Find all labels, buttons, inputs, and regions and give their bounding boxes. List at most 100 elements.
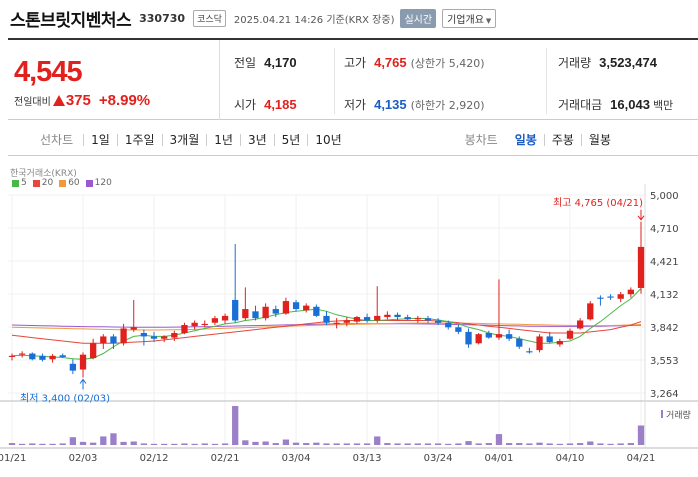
caret-down-icon: ▼ (485, 16, 492, 25)
candle-monthly[interactable]: 월봉 (580, 133, 618, 146)
ma-legend-item: 120 (85, 178, 112, 188)
y-tick-label: 3,264 (650, 389, 679, 400)
volume-bar (313, 442, 320, 445)
period-3y[interactable]: 3년 (239, 133, 274, 146)
stock-header: 스톤브릿지벤처스 330730 코스닥 2025.04.21 14:26 기준(… (0, 0, 698, 36)
stat-volume: 거래량 3,523,474 (558, 54, 657, 71)
candle-body (191, 322, 198, 327)
high-annotation: 최고 4,765 (04/21) (553, 197, 643, 209)
volume-bar (434, 443, 442, 445)
candle-body (536, 336, 543, 351)
stat-value: 4,135 (374, 97, 407, 112)
y-tick-label: 3,553 (650, 356, 679, 367)
candle-body (485, 333, 492, 338)
candle-body (546, 336, 553, 343)
candle-body (353, 317, 361, 322)
candle-body (130, 327, 137, 330)
candle-body (607, 296, 614, 298)
volume-bar (536, 442, 543, 445)
price-summary: 4,545 전일대비 375 +8.99% 전일 4,170 고가 4,765 … (8, 38, 698, 120)
candle-body (597, 297, 604, 299)
volume-bar (282, 439, 290, 445)
candle-chart-label: 봉차트 (464, 133, 498, 147)
ma-legend-label: 60 (68, 178, 80, 188)
candle-body (221, 315, 229, 321)
candle-body (455, 327, 462, 332)
volume-bar (333, 443, 340, 445)
ma-swatch (12, 179, 19, 187)
stat-value: 16,043 (610, 97, 650, 112)
lower-limit: (하한가 2,920) (410, 99, 485, 112)
volume-bar (242, 440, 249, 445)
candle-daily[interactable]: 일봉 (514, 132, 537, 147)
volume-bar (597, 443, 604, 445)
candle-body (475, 334, 482, 344)
ma-swatch (85, 179, 93, 187)
timestamp: 2025.04.21 14:26 기준(KRX 장중) (233, 14, 395, 26)
candle-body (69, 363, 77, 371)
period-1y[interactable]: 1년 (206, 133, 240, 146)
candle-body (39, 355, 46, 360)
period-5y[interactable]: 5년 (273, 133, 308, 146)
stat-open: 시가 4,185 (234, 96, 297, 113)
change-line: 전일대비 375 +8.99% (14, 92, 150, 109)
volume-bar (90, 442, 97, 445)
up-triangle-icon (52, 95, 65, 106)
volume-bar (505, 443, 513, 445)
candle-body (110, 336, 117, 344)
chart-toolbar: 선차트 1일 1주일 3개월 1년 3년 5년 10년 봉차트 일봉 주봉 월봉 (8, 124, 698, 156)
current-price-box: 4,545 전일대비 375 +8.99% (8, 40, 220, 120)
period-10y[interactable]: 10년 (307, 133, 348, 146)
candle-body (566, 330, 574, 339)
volume-bar (49, 443, 56, 445)
x-tick-label: 02/12 (140, 453, 169, 464)
candle-body (201, 323, 208, 326)
candle-body (394, 314, 401, 318)
volume-bar (120, 441, 127, 445)
volume-bar (617, 443, 624, 445)
period-1d[interactable]: 1일 (83, 133, 117, 146)
change-value: 375 (65, 92, 91, 109)
volume-bar (546, 443, 553, 445)
realtime-button[interactable]: 실시간 (400, 8, 437, 28)
volume-bar (485, 443, 492, 445)
stat-amount: 거래대금 16,043 백만 (558, 96, 673, 113)
period-1w[interactable]: 1주일 (116, 133, 162, 146)
low-arrow-head (79, 378, 87, 384)
x-tick-label: 04/01 (485, 453, 514, 464)
x-tick-label: 03/13 (353, 453, 382, 464)
volume-bar (211, 443, 219, 445)
stock-code: 330730 (139, 11, 186, 25)
stock-chart: 한국거래소(KRX) 5 20 60 120 5,000 4,710 4,421 4,132… (0, 162, 698, 477)
volume-bar (556, 443, 563, 445)
low-annotation: 최저 3,400 (02/03) (20, 392, 110, 404)
volume-bar (161, 443, 168, 445)
volume-bar (424, 443, 432, 445)
candlestick-chart[interactable]: 5,000 4,710 4,421 4,132 3,842 3,553 3,264 01/21… (0, 162, 698, 477)
high-arrow-head (637, 215, 645, 221)
candle-body (59, 355, 66, 357)
volume-bar (171, 443, 178, 445)
candle-body (333, 322, 340, 324)
volume-bar (39, 443, 46, 445)
ma-swatch (32, 179, 40, 187)
y-tick-label: 4,132 (650, 290, 679, 301)
stat-label: 저가 (344, 98, 367, 112)
ma-legend-item: 60 (59, 178, 80, 188)
candle-body (211, 318, 219, 323)
volume-bar (201, 443, 208, 445)
volume-bar (191, 443, 198, 445)
candle-body (587, 303, 594, 320)
candle-weekly[interactable]: 주봉 (543, 133, 581, 146)
candle-body (19, 353, 26, 355)
candle-body (232, 299, 239, 321)
candle-body (161, 336, 168, 339)
period-3m[interactable]: 3개월 (161, 133, 207, 146)
candle-body (292, 302, 300, 310)
volume-bar (587, 441, 594, 445)
volume-bar (516, 443, 523, 445)
volume-bar (252, 441, 259, 445)
ma-legend: 5 20 60 120 (12, 178, 118, 188)
company-info-dropdown[interactable]: 기업개요 ▼ (442, 8, 497, 28)
candle-periods: 봉차트 일봉 주봉 월봉 (465, 131, 618, 148)
